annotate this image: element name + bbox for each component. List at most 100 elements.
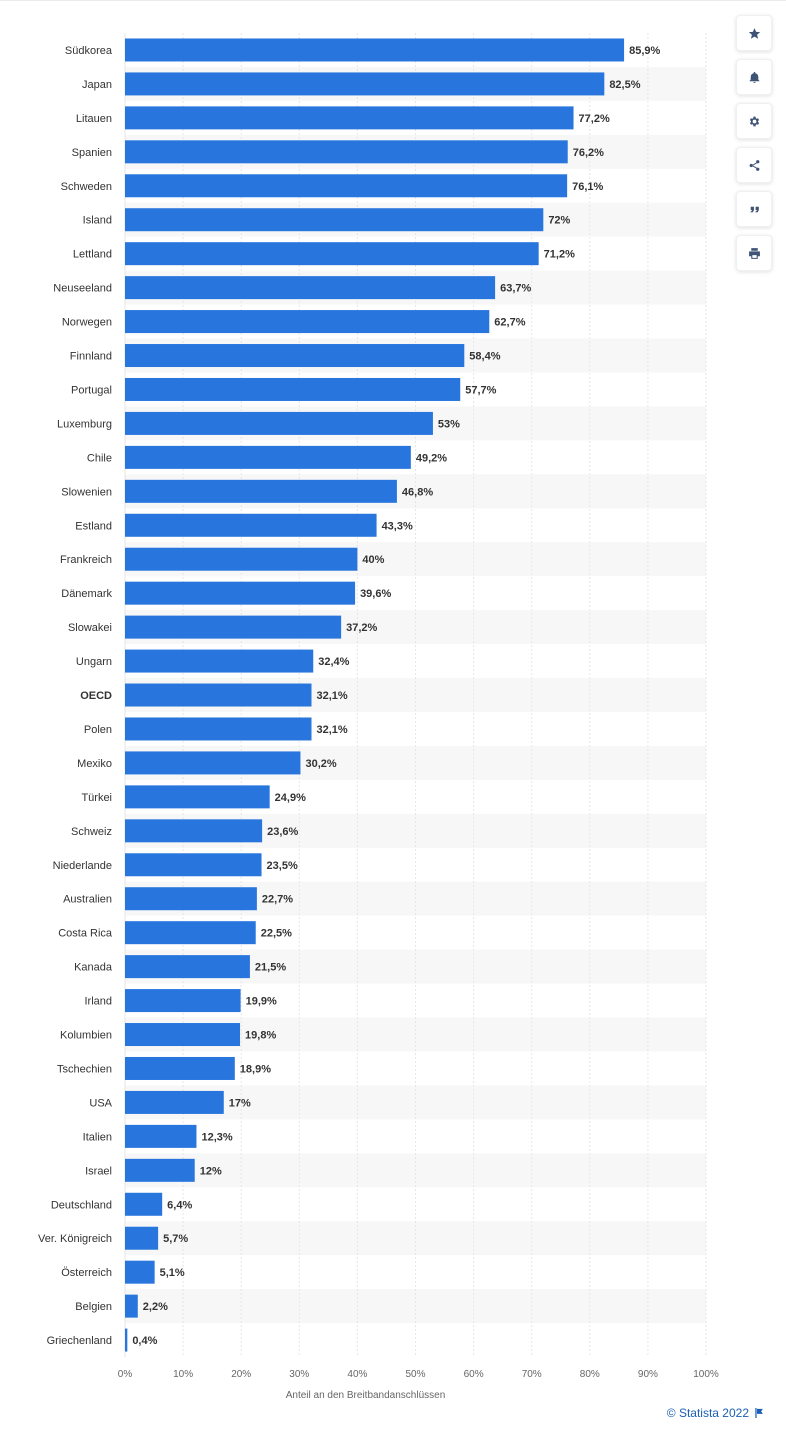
value-label: 12,3% xyxy=(201,1131,232,1143)
category-label: Lettland xyxy=(73,249,112,261)
bar xyxy=(125,344,465,368)
value-label: 53% xyxy=(438,418,460,430)
category-label: Australien xyxy=(63,894,112,906)
bar xyxy=(125,819,263,843)
category-label: Südkorea xyxy=(65,45,113,57)
value-label: 76,2% xyxy=(573,147,604,159)
category-label: Norwegen xyxy=(62,317,112,329)
category-label: Italien xyxy=(83,1131,112,1143)
bar xyxy=(125,72,605,96)
category-label: Belgien xyxy=(75,1301,112,1313)
bar xyxy=(125,1226,159,1250)
value-label: 32,4% xyxy=(318,656,349,668)
value-label: 71,2% xyxy=(544,249,575,261)
value-label: 23,5% xyxy=(267,860,298,872)
bar xyxy=(125,785,270,809)
quote-icon xyxy=(749,206,759,212)
bar xyxy=(125,445,411,469)
category-label: Ver. Königreich xyxy=(38,1233,112,1245)
category-label: Schweden xyxy=(61,181,112,193)
credit-text[interactable]: © Statista 2022 xyxy=(666,1406,749,1420)
value-label: 39,6% xyxy=(360,588,391,600)
bar xyxy=(125,310,490,334)
bar xyxy=(125,276,496,300)
notification-button[interactable] xyxy=(736,59,772,95)
bar xyxy=(125,208,544,232)
gear-icon xyxy=(749,116,759,126)
share-button[interactable] xyxy=(736,147,772,183)
bar xyxy=(125,581,356,605)
bar xyxy=(125,411,433,435)
category-label: OECD xyxy=(80,690,112,702)
x-axis-title: Anteil an den Breitbandanschlüssen xyxy=(286,1390,446,1401)
bar xyxy=(125,547,358,571)
bar xyxy=(125,717,312,741)
value-label: 32,1% xyxy=(317,690,348,702)
value-label: 58,4% xyxy=(469,351,500,363)
value-label: 72% xyxy=(548,215,570,227)
cite-button[interactable] xyxy=(736,191,772,227)
category-label: Portugal xyxy=(71,384,112,396)
print-button[interactable] xyxy=(736,235,772,271)
bar xyxy=(125,513,377,537)
statista-credit[interactable]: © Statista 2022 xyxy=(667,1406,764,1420)
category-label: Schweiz xyxy=(71,826,112,838)
value-label: 40% xyxy=(362,554,384,566)
bar xyxy=(125,955,250,979)
printer-icon xyxy=(748,247,760,259)
bar xyxy=(125,242,539,266)
value-labels: 85,9% 82,5% 77,2% 76,2% 76,1% 72% 71,2% 63,7% 62… xyxy=(132,45,660,1347)
value-label: 5,1% xyxy=(160,1267,185,1279)
bars xyxy=(125,38,625,1352)
value-label: 22,5% xyxy=(261,928,292,940)
bar xyxy=(125,38,625,62)
category-label: Israel xyxy=(85,1165,112,1177)
value-label: 49,2% xyxy=(416,452,447,464)
value-label: 37,2% xyxy=(346,622,377,634)
value-label: 19,8% xyxy=(245,1030,276,1042)
bar xyxy=(125,853,262,877)
category-label: Türkei xyxy=(81,792,112,804)
x-tick-label: 80% xyxy=(580,1369,600,1380)
bar xyxy=(125,174,568,198)
category-label: Griechenland xyxy=(47,1335,112,1347)
x-tick-label: 30% xyxy=(289,1369,309,1380)
bar xyxy=(125,1328,128,1352)
value-label: 21,5% xyxy=(255,962,286,974)
bar xyxy=(125,887,257,911)
category-label: Tschechien xyxy=(57,1063,112,1075)
bar xyxy=(125,989,241,1013)
value-label: 23,6% xyxy=(267,826,298,838)
category-label: Slowenien xyxy=(61,486,112,498)
value-label: 63,7% xyxy=(500,283,531,295)
bar xyxy=(125,1260,155,1284)
x-tick-label: 100% xyxy=(693,1369,719,1380)
bar xyxy=(125,140,568,164)
value-label: 82,5% xyxy=(609,79,640,91)
bar xyxy=(125,1090,224,1114)
favorite-button[interactable] xyxy=(736,15,772,51)
category-label: Spanien xyxy=(72,147,112,159)
bar xyxy=(125,106,574,130)
value-label: 85,9% xyxy=(629,45,660,57)
bar xyxy=(125,1294,138,1318)
category-label: Costa Rica xyxy=(58,928,113,940)
category-label: Frankreich xyxy=(60,554,112,566)
value-label: 18,9% xyxy=(240,1063,271,1075)
x-tick-label: 70% xyxy=(522,1369,542,1380)
bell-icon xyxy=(749,71,759,83)
category-label: Estland xyxy=(75,520,112,532)
category-labels: Südkorea Japan Litauen Spanien Schweden Islan… xyxy=(38,45,113,1347)
bar xyxy=(125,377,461,401)
category-label: Niederlande xyxy=(53,860,112,872)
flag-icon xyxy=(755,1408,763,1418)
bar xyxy=(125,649,314,673)
value-label: 12% xyxy=(200,1165,222,1177)
value-label: 32,1% xyxy=(317,724,348,736)
x-tick-label: 60% xyxy=(464,1369,484,1380)
value-label: 0,4% xyxy=(132,1335,157,1347)
category-label: Neuseeland xyxy=(53,283,112,295)
settings-button[interactable] xyxy=(736,103,772,139)
